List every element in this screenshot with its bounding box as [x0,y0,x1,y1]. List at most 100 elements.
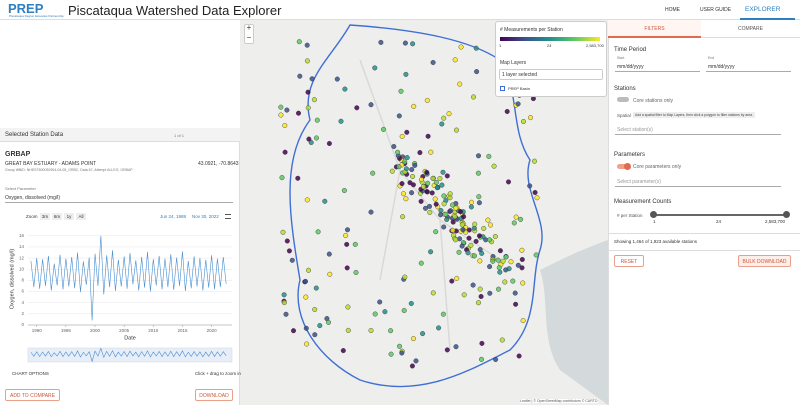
station-dot [403,196,409,202]
station-dot [312,307,318,313]
chart-menu[interactable] [225,214,231,219]
station-dot [453,237,459,243]
station-dot [471,253,477,259]
station-dot [502,279,508,285]
station-dot [444,347,450,353]
station-dot [325,319,331,325]
coordinates: 43.0921, -70.8643 [198,161,239,167]
station-dot [520,280,526,286]
station-dot [468,199,474,205]
station-dot [486,153,492,159]
station-dot [409,190,415,196]
station-dot [475,300,481,306]
panel-title: Selected Station Data [5,132,64,138]
zoom-button[interactable]: 1y [64,213,74,220]
end-input[interactable] [706,61,791,72]
zoom-in[interactable]: + [246,23,252,32]
station-dot [490,258,496,264]
station-dot [410,182,416,188]
station-dot [450,227,456,233]
station-dot [409,167,415,173]
zoom-hint: Click + drag to zoom in [195,371,241,376]
zoom-button[interactable]: All [76,213,86,220]
toggle[interactable] [617,97,629,102]
station-dot [472,221,478,227]
station-dot [380,126,386,132]
station-dot [372,65,378,71]
start-input[interactable] [615,61,700,72]
station-dot [520,318,526,324]
station-dot [326,251,332,257]
layer-checkbox[interactable] [500,86,505,91]
reset[interactable]: RESET [614,255,644,267]
x-tick-label: 2020 [207,328,218,333]
station-dot [479,340,485,346]
station-dot [521,118,527,124]
legend-title: # Measurements per Station [500,27,563,33]
station-dot [303,278,309,284]
station-dot [281,292,287,298]
station-dot [297,73,303,79]
station-dot [439,121,445,127]
station-dot [345,304,351,310]
station-dot [326,140,332,146]
divider [608,250,800,251]
station-select[interactable] [615,124,781,135]
station-dot [512,290,518,296]
spatial-label: Spatial [617,113,631,118]
parameter-select[interactable] [5,192,233,203]
station-dot [283,311,289,317]
station-dot [477,258,483,264]
date-placeholder: mm/dd/yyyy [708,64,735,70]
bulk-download[interactable]: BULK DOWNLOAD [738,255,791,267]
station-dot [396,164,402,170]
nav-link[interactable]: HOME [665,7,680,13]
tab[interactable]: FILTERS [608,20,701,38]
station-dot [470,282,476,288]
station-dot [441,224,447,230]
station-dot [313,285,319,291]
station-dot [466,227,472,233]
zoom-out[interactable]: − [246,33,252,42]
station-dot [443,211,449,217]
x-tick-label: 2015 [177,328,188,333]
station-dot [475,170,481,176]
station-dot [420,184,426,190]
toggle[interactable] [617,164,629,169]
station-dot [430,290,436,296]
station-dot [353,269,359,275]
station-dot [497,248,503,254]
x-tick-label: 2010 [148,328,159,333]
station-dot [466,235,472,241]
divider [608,233,800,234]
slider-label: 1 [653,219,656,224]
station-dot [440,169,446,175]
station-dot [478,294,484,300]
nav-link[interactable]: USER GUIDE [700,7,732,13]
station-dot [444,216,450,222]
station-dot [436,325,442,331]
download[interactable]: DOWNLOAD [195,389,233,401]
station-dot [492,233,498,239]
tab[interactable]: COMPARE [701,20,800,38]
station-dot [340,348,346,354]
station-dot [532,158,538,164]
chart-options[interactable]: CHART OPTIONS [12,371,49,376]
station-dot [400,191,406,197]
station-dot [370,170,376,176]
layers-select[interactable] [499,69,603,80]
station-dot [352,241,358,247]
slider-handle[interactable] [650,211,657,218]
station-dot [453,205,459,211]
zoom-button[interactable]: 3m [40,213,50,220]
station-dot [461,214,467,220]
app-title: Piscataqua Watershed Data Explorer [68,3,282,18]
station-dot [447,191,453,197]
nav-link[interactable]: EXPLORER [745,6,781,13]
parameter-select[interactable] [615,176,781,187]
station-dot [312,332,318,338]
filters-panel [608,20,800,405]
slider-handle[interactable] [783,211,790,218]
add-to-compare[interactable]: ADD TO COMPARE [5,389,60,401]
zoom-button[interactable]: 6m [52,213,62,220]
